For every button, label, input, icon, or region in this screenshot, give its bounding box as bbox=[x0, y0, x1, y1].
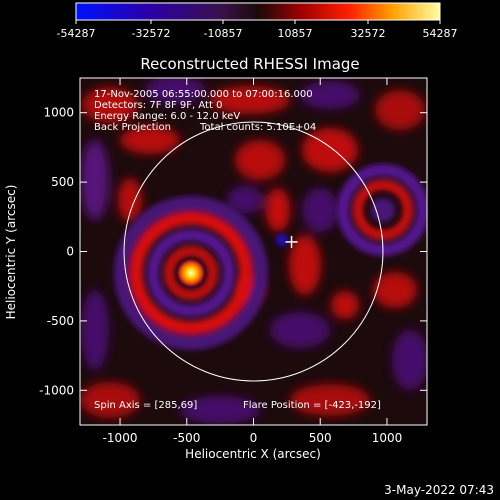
x-tick-label: -1000 bbox=[103, 431, 138, 445]
footer-timestamp: 3-May-2022 07:43 bbox=[384, 483, 494, 497]
annotation-method: Back Projection bbox=[94, 122, 171, 133]
colorbar-tick-label: 54287 bbox=[423, 27, 458, 40]
colorbar-tick-label: -32572 bbox=[132, 27, 171, 40]
x-tick-label: 0 bbox=[250, 431, 258, 445]
x-tick-label: 500 bbox=[309, 431, 332, 445]
y-tick-label: -1000 bbox=[39, 383, 74, 397]
y-tick-label: 0 bbox=[66, 245, 74, 259]
annotation-time: 17-Nov-2005 06:55:00.000 to 07:00:16.000 bbox=[94, 89, 313, 100]
annotation-energy: Energy Range: 6.0 - 12.0 keV bbox=[94, 111, 240, 122]
y-axis-label: Heliocentric Y (arcsec) bbox=[4, 185, 18, 320]
annotation-total-counts: Total counts: 5.10E+04 bbox=[199, 122, 316, 133]
colorbar: -54287 -32572 -10857 10857 32572 54287 bbox=[57, 2, 458, 40]
colorbar-gradient bbox=[75, 2, 441, 21]
colorbar-tick-label: 32572 bbox=[351, 27, 386, 40]
spin-axis-marker bbox=[285, 235, 298, 248]
annotations: 17-Nov-2005 06:55:00.000 to 07:00:16.000… bbox=[94, 89, 381, 411]
x-tick-label: 1000 bbox=[372, 431, 403, 445]
chart-title: Reconstructed RHESSI Image bbox=[140, 55, 359, 73]
colorbar-ticks: -54287 -32572 -10857 10857 32572 54287 bbox=[57, 20, 458, 40]
annotation-detectors: Detectors: 7F 8F 9F, Att 0 bbox=[94, 100, 222, 111]
y-tick-label: 1000 bbox=[43, 106, 74, 120]
y-tick-label: -500 bbox=[47, 314, 74, 328]
spin-axis-label: Spin Axis = [285,69] bbox=[94, 400, 197, 411]
flare-source bbox=[177, 259, 205, 287]
colorbar-tick-label: -10857 bbox=[204, 27, 243, 40]
solar-limb bbox=[123, 121, 384, 382]
x-axis-label: Heliocentric X (arcsec) bbox=[185, 447, 321, 461]
y-axis-ticks: 1000 500 0 -500 -1000 bbox=[39, 106, 427, 397]
colorbar-tick-label: -54287 bbox=[57, 27, 96, 40]
x-axis-ticks: -1000 -500 0 500 1000 bbox=[103, 78, 403, 445]
y-tick-label: 500 bbox=[51, 175, 74, 189]
flare-position-label: Flare Position = [-423,-192] bbox=[243, 400, 381, 411]
heatmap-image bbox=[80, 78, 427, 425]
x-tick-label: -500 bbox=[173, 431, 200, 445]
colorbar-tick-label: 10857 bbox=[278, 27, 313, 40]
